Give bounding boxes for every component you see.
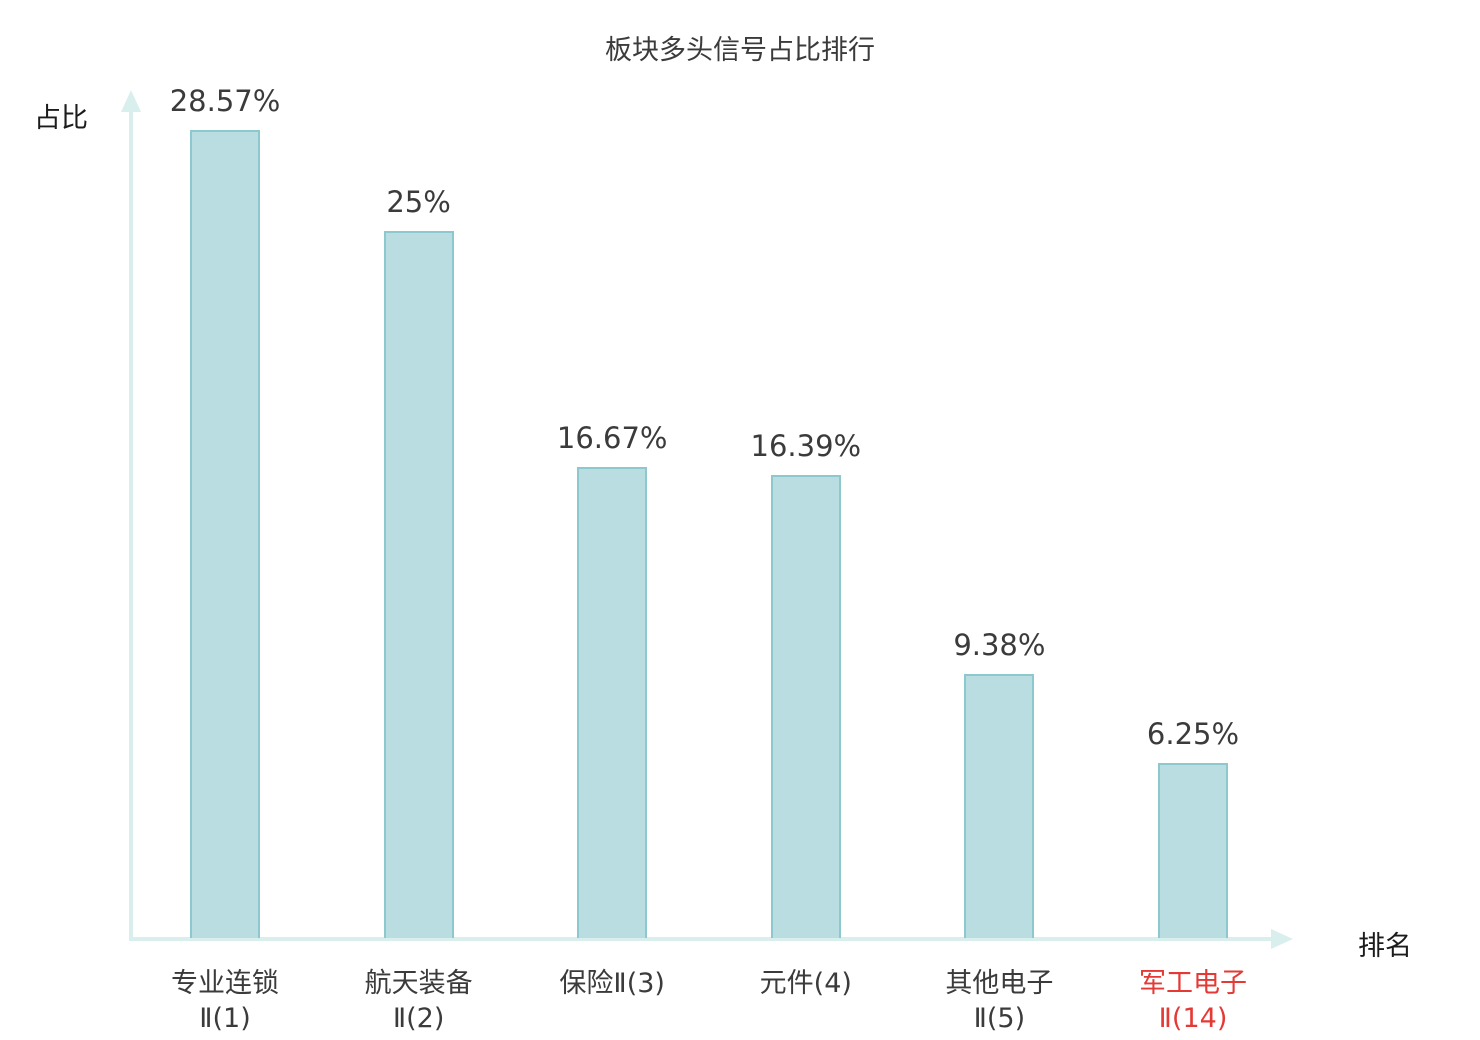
bar-value-label: 6.25%: [1146, 717, 1240, 751]
bar-category-label: 航天装备 Ⅱ(2): [299, 966, 539, 1036]
bar-value-label: 25%: [386, 185, 451, 219]
bar: [1158, 763, 1228, 938]
bar-category-label-line: 其他电子: [945, 968, 1054, 999]
bar-value-label: 28.57%: [169, 84, 281, 118]
y-axis-arrow-icon: [121, 90, 141, 112]
bar-category-label: 军工电子 Ⅱ(14): [1073, 966, 1313, 1036]
bar-category-label: 其他电子 Ⅱ(5): [879, 966, 1119, 1036]
bar-category-label-line: Ⅱ(14): [1158, 1003, 1228, 1034]
bar-category-label-line: Ⅱ(2): [392, 1003, 445, 1034]
bar-category-label-line: Ⅱ(5): [973, 1003, 1026, 1034]
bar-category-label-line: Ⅱ(1): [199, 1003, 251, 1034]
bar-category-label-line: 元件(4): [759, 968, 852, 999]
bar-category-label-line: 航天装备: [364, 968, 473, 999]
bar-value-label: 9.38%: [953, 628, 1046, 662]
bar-category-label: 保险Ⅱ(3): [492, 966, 732, 1001]
bar-value-label: 16.39%: [750, 429, 862, 463]
bar: [770, 475, 841, 938]
bar: [190, 130, 260, 938]
bar-category-label: 专业连锁 Ⅱ(1): [105, 966, 345, 1036]
bar: [577, 467, 648, 938]
y-axis-label: 占比: [34, 103, 88, 134]
bar-category-label-line: 专业连锁: [171, 968, 279, 999]
x-axis-label: 排名: [1358, 931, 1412, 962]
bar-category-label: 元件(4): [686, 966, 926, 1001]
bar-category-label-line: 军工电子: [1139, 968, 1247, 999]
bar: [964, 674, 1035, 938]
chart-title: 板块多头信号占比排行: [605, 35, 875, 66]
bar: [383, 231, 454, 938]
x-axis-arrow-icon: [1271, 929, 1293, 949]
bar-value-label: 16.67%: [556, 421, 668, 455]
bar-category-label-line: 保险Ⅱ(3): [559, 968, 665, 999]
